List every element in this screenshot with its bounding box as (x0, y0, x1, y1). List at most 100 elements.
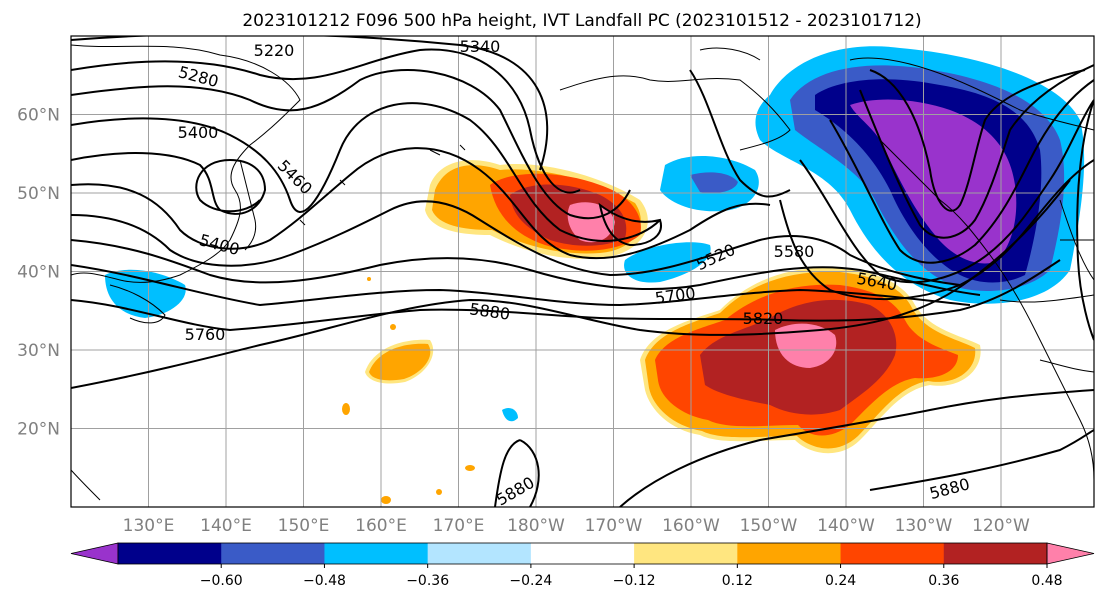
lon-label: 160°E (355, 516, 407, 536)
contour-line (71, 179, 1071, 389)
lon-label: 160°W (662, 516, 720, 536)
contour-line (494, 439, 540, 507)
pink-shading-east (775, 323, 837, 368)
contour-label: 5760 (185, 325, 226, 344)
colorbar-tick-label: −0.48 (303, 573, 346, 589)
cyan-patch-small (502, 407, 518, 422)
colorbar-segment (634, 543, 738, 564)
colorbar-tick-label: 0.48 (1031, 573, 1062, 589)
contour-line (71, 239, 981, 296)
lon-label: 140°E (200, 516, 252, 536)
us-canada-border (999, 294, 1094, 303)
contour-line (689, 69, 791, 198)
colorbar-segment (118, 543, 222, 564)
colorbar-tick-label: 0.36 (928, 573, 959, 589)
us-mexico-border (1039, 359, 1094, 373)
aleutian-islands (299, 144, 466, 226)
lon-label: 170°E (433, 516, 485, 536)
contour-line (71, 147, 771, 260)
lat-label: 50°N (17, 184, 60, 204)
contour-label: 5820 (743, 309, 784, 328)
orange-dot-1 (342, 403, 350, 415)
colorbar-outline (117, 542, 1048, 565)
arctic-coast (699, 47, 761, 61)
orange-dot-3 (381, 496, 391, 504)
lon-label: 130°E (123, 516, 175, 536)
japan-coast (109, 284, 166, 324)
lon-label: 180°W (507, 516, 565, 536)
pink-shading-west (567, 202, 615, 243)
contour-label: 5220 (254, 41, 295, 60)
contour-line (869, 429, 1094, 491)
colorbar-segment (221, 543, 325, 564)
gridlines (71, 36, 1094, 507)
map-area: 5220 5280 5340 5400 5460 5400 5520 5580 … (71, 36, 1094, 507)
latitude-labels: 20°N 30°N 40°N 50°N 60°N (17, 106, 60, 440)
colorbar-segment (943, 543, 1048, 564)
contour-line (829, 79, 1094, 264)
contour-line (619, 389, 1094, 507)
contour-label: 5340 (460, 37, 501, 56)
colorbar-segment (840, 543, 945, 564)
contour-line (1076, 99, 1094, 341)
contour-line (71, 200, 961, 286)
orange-patch-subtropical (369, 343, 431, 381)
canada-border (849, 57, 1094, 131)
contour-line (71, 102, 661, 242)
colorbar-extend-low (70, 542, 119, 565)
orange-dot-4 (436, 489, 442, 495)
contour-line (71, 264, 971, 307)
colorbar-tick-label: 0.24 (825, 573, 856, 589)
figure-title: 2023101212 F096 500 hPa height, IVT Land… (242, 11, 921, 31)
lon-label: 150°W (740, 516, 798, 536)
purple-shading (850, 99, 1017, 264)
colorbar: −0.60 −0.48 −0.36 −0.24 −0.12 0.12 0.24 0.36 0.4… (70, 542, 1095, 589)
colorbar-tick-label: 0.12 (722, 573, 753, 589)
colorbar-tick-label: −0.24 (509, 573, 552, 589)
orange-dot-2 (465, 465, 475, 471)
contour-label: 5400 (178, 123, 219, 142)
colorbar-extend-high (1046, 542, 1095, 565)
colorbar-tick-label: −0.36 (406, 573, 449, 589)
colorbar-tick-label: −0.12 (613, 573, 656, 589)
contour-line (799, 99, 1094, 284)
colorbar-segment (324, 543, 429, 564)
contour-line (598, 202, 662, 247)
cyan-patch-japan (105, 269, 186, 318)
ivt-negative-anomaly (105, 46, 1085, 422)
kamchatka-sakhalin (239, 159, 257, 251)
height-contours (71, 36, 1094, 507)
contour-label: 5580 (774, 242, 815, 261)
interior-border (1059, 199, 1094, 281)
contour-line (71, 48, 581, 194)
map-frame (70, 35, 1095, 508)
contour-line (71, 36, 549, 171)
lon-label: 170°W (585, 516, 643, 536)
alaska-coast (559, 75, 791, 151)
orange-dot-5 (390, 324, 396, 330)
lat-label: 30°N (17, 341, 60, 361)
longitude-labels: 130°E 140°E 150°E 160°E 170°E 180°W 170°W 160°W… (123, 516, 1030, 536)
contour-line (859, 64, 1094, 239)
contour-line (779, 159, 1094, 301)
lon-label: 130°W (895, 516, 953, 536)
contour-line (71, 259, 1061, 332)
asia-coast (71, 44, 301, 283)
colorbar-segment (530, 543, 635, 564)
colorbar-segment (737, 543, 842, 564)
philippines-coast (71, 469, 101, 501)
lat-label: 60°N (17, 106, 60, 126)
lon-label: 150°E (278, 516, 330, 536)
contour-line (71, 152, 267, 215)
colorbar-tick-label: −0.60 (200, 573, 243, 589)
lat-label: 20°N (17, 420, 60, 440)
coastlines (71, 44, 1094, 501)
lon-label: 140°W (817, 516, 875, 536)
lat-label: 40°N (17, 263, 60, 283)
contour-line (71, 69, 631, 220)
contour-line (869, 69, 1086, 212)
lon-label: 120°W (972, 516, 1030, 536)
orange-dot-6 (367, 277, 371, 281)
blue-patch-gulf (690, 172, 738, 194)
